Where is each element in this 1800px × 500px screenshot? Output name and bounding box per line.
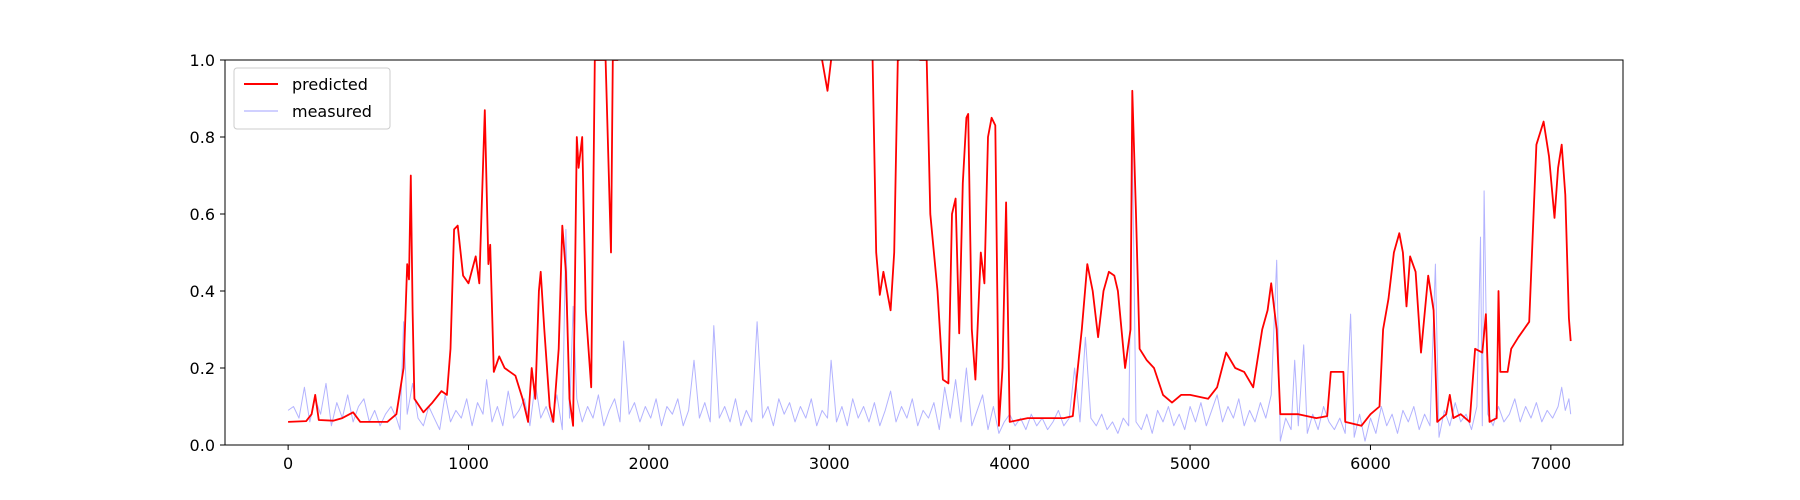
x-tick-label: 4000: [989, 454, 1030, 473]
legend-label-predicted: predicted: [292, 75, 368, 94]
legend-label-measured: measured: [292, 102, 372, 121]
x-tick-label: 5000: [1170, 454, 1211, 473]
y-tick-label: 0.0: [190, 436, 215, 455]
series-line-measured: [287, 140, 1572, 442]
y-tick-label: 0.6: [190, 205, 215, 224]
x-tick-label: 1000: [448, 454, 489, 473]
x-tick-label: 0: [283, 454, 293, 473]
y-tick-label: 1.0: [190, 51, 215, 70]
y-tick-label: 0.8: [190, 128, 215, 147]
series-line-predicted: [288, 60, 1572, 427]
x-tick-label: 3000: [809, 454, 850, 473]
series-layer: [287, 60, 1572, 442]
x-tick-label: 6000: [1350, 454, 1391, 473]
y-tick-label: 0.4: [190, 282, 215, 301]
legend: predicted measured: [233, 67, 391, 130]
x-tick-label: 2000: [629, 454, 670, 473]
y-tick-label: 0.2: [190, 359, 215, 378]
plot-frame: [224, 59, 1624, 446]
axes-layer: 0 1000 2000 3000 4000 5000 6000 7000 0.0 0.2 0.4 0.…: [190, 51, 1572, 473]
x-tick-label: 7000: [1530, 454, 1571, 473]
